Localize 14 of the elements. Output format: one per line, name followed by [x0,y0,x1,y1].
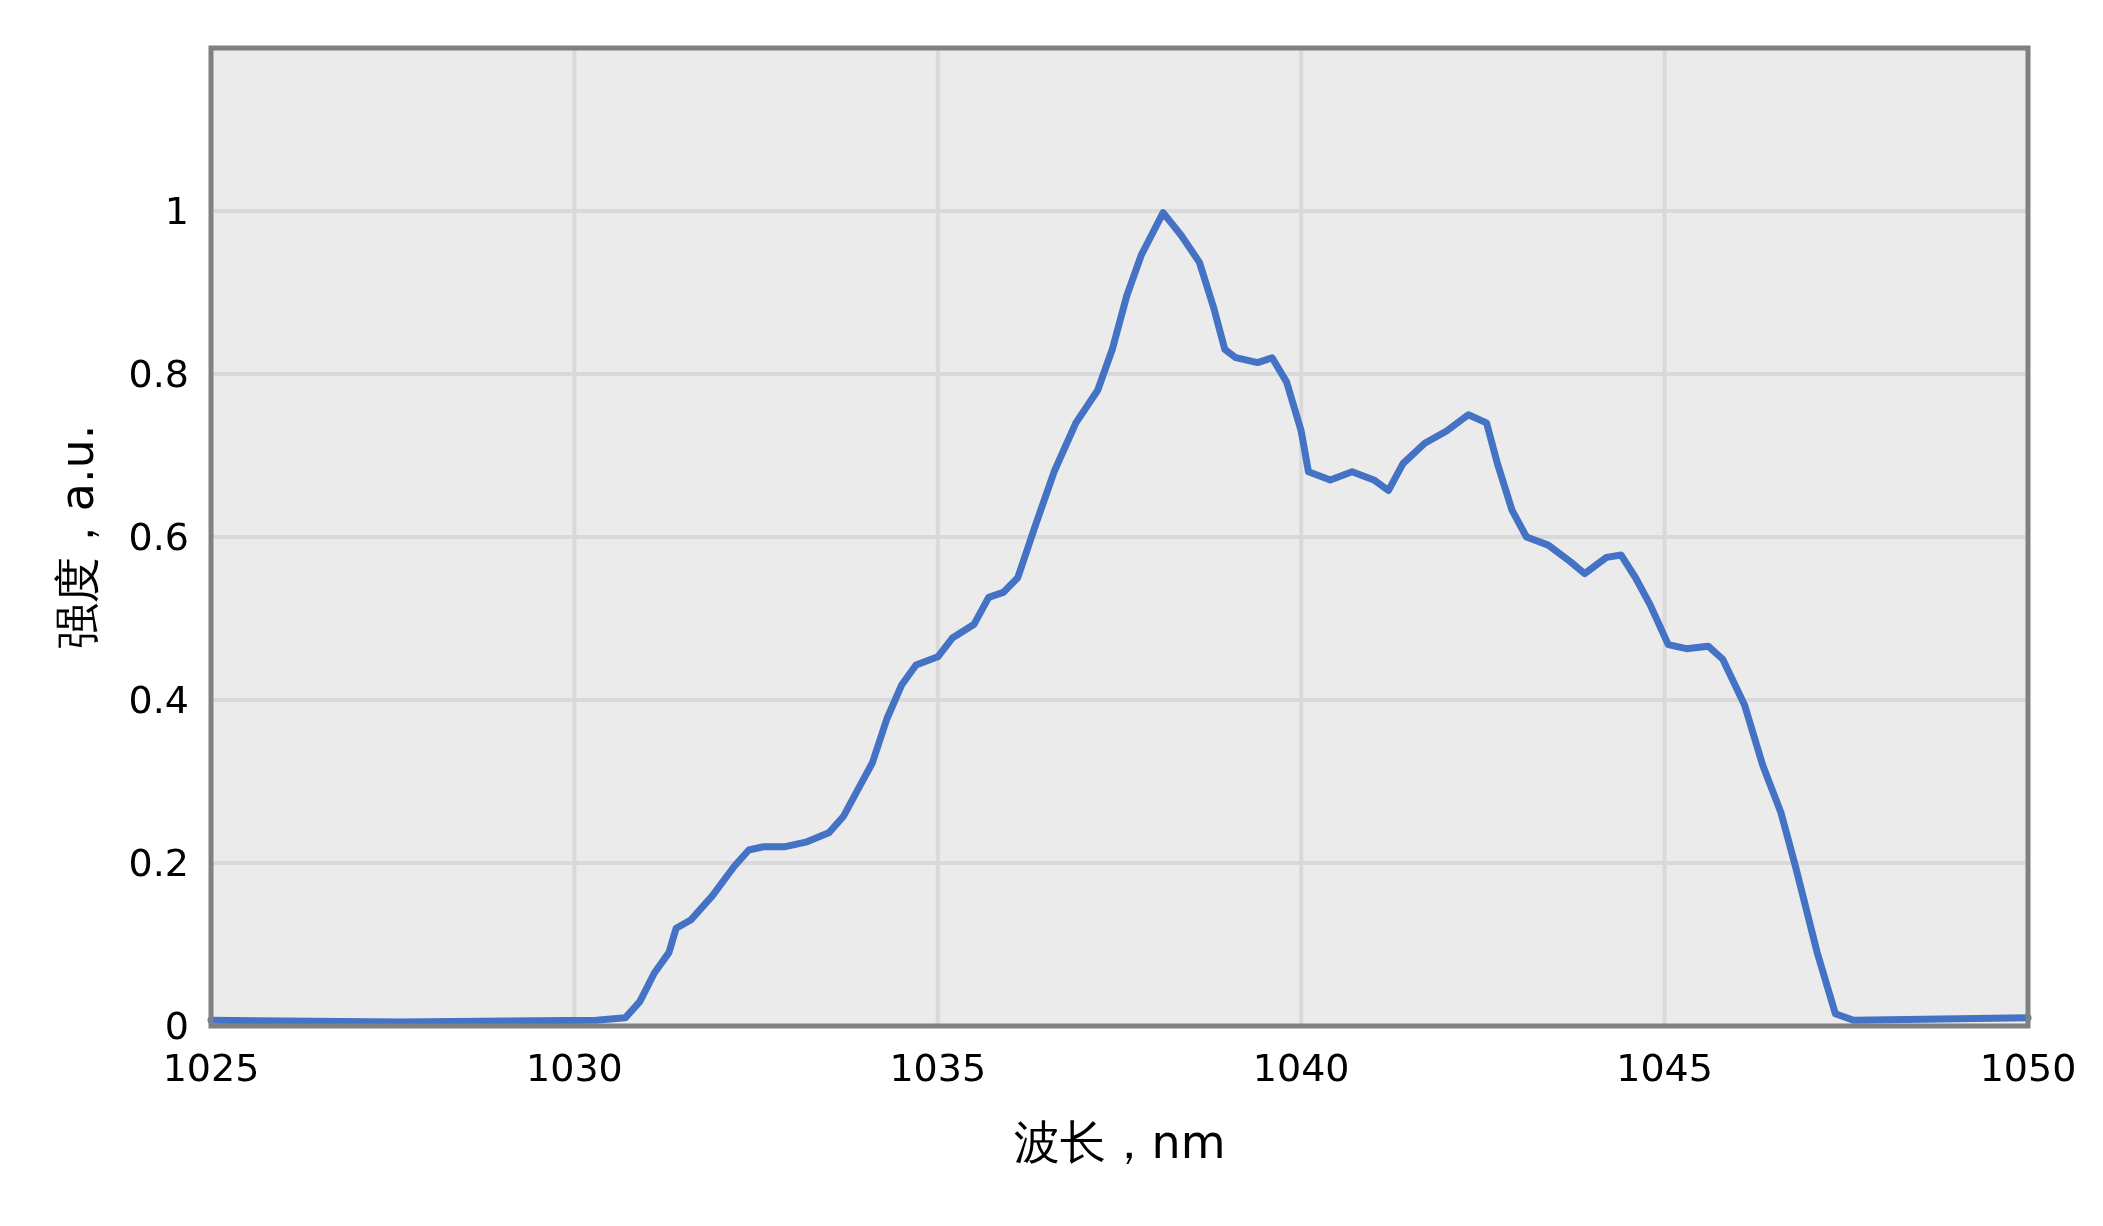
x-tick-label: 1030 [526,1046,623,1090]
x-tick-label: 1050 [1979,1046,2077,1090]
x-axis-title: 波长，nm [1013,1115,1226,1169]
y-axis-title: 强度，a.u. [50,424,104,650]
y-tick-label: 0.2 [128,841,189,885]
y-tick-label: 0.4 [128,678,189,722]
y-tick-label: 0 [164,1004,189,1048]
x-tick-label: 1045 [1616,1046,1713,1090]
x-tick-label: 1035 [889,1046,987,1090]
x-tick-label: 1040 [1252,1046,1350,1090]
x-tick-label: 1025 [162,1046,260,1090]
y-tick-label: 0.6 [128,515,189,559]
y-tick-label: 0.8 [128,352,189,396]
y-tick-label: 1 [164,189,189,233]
